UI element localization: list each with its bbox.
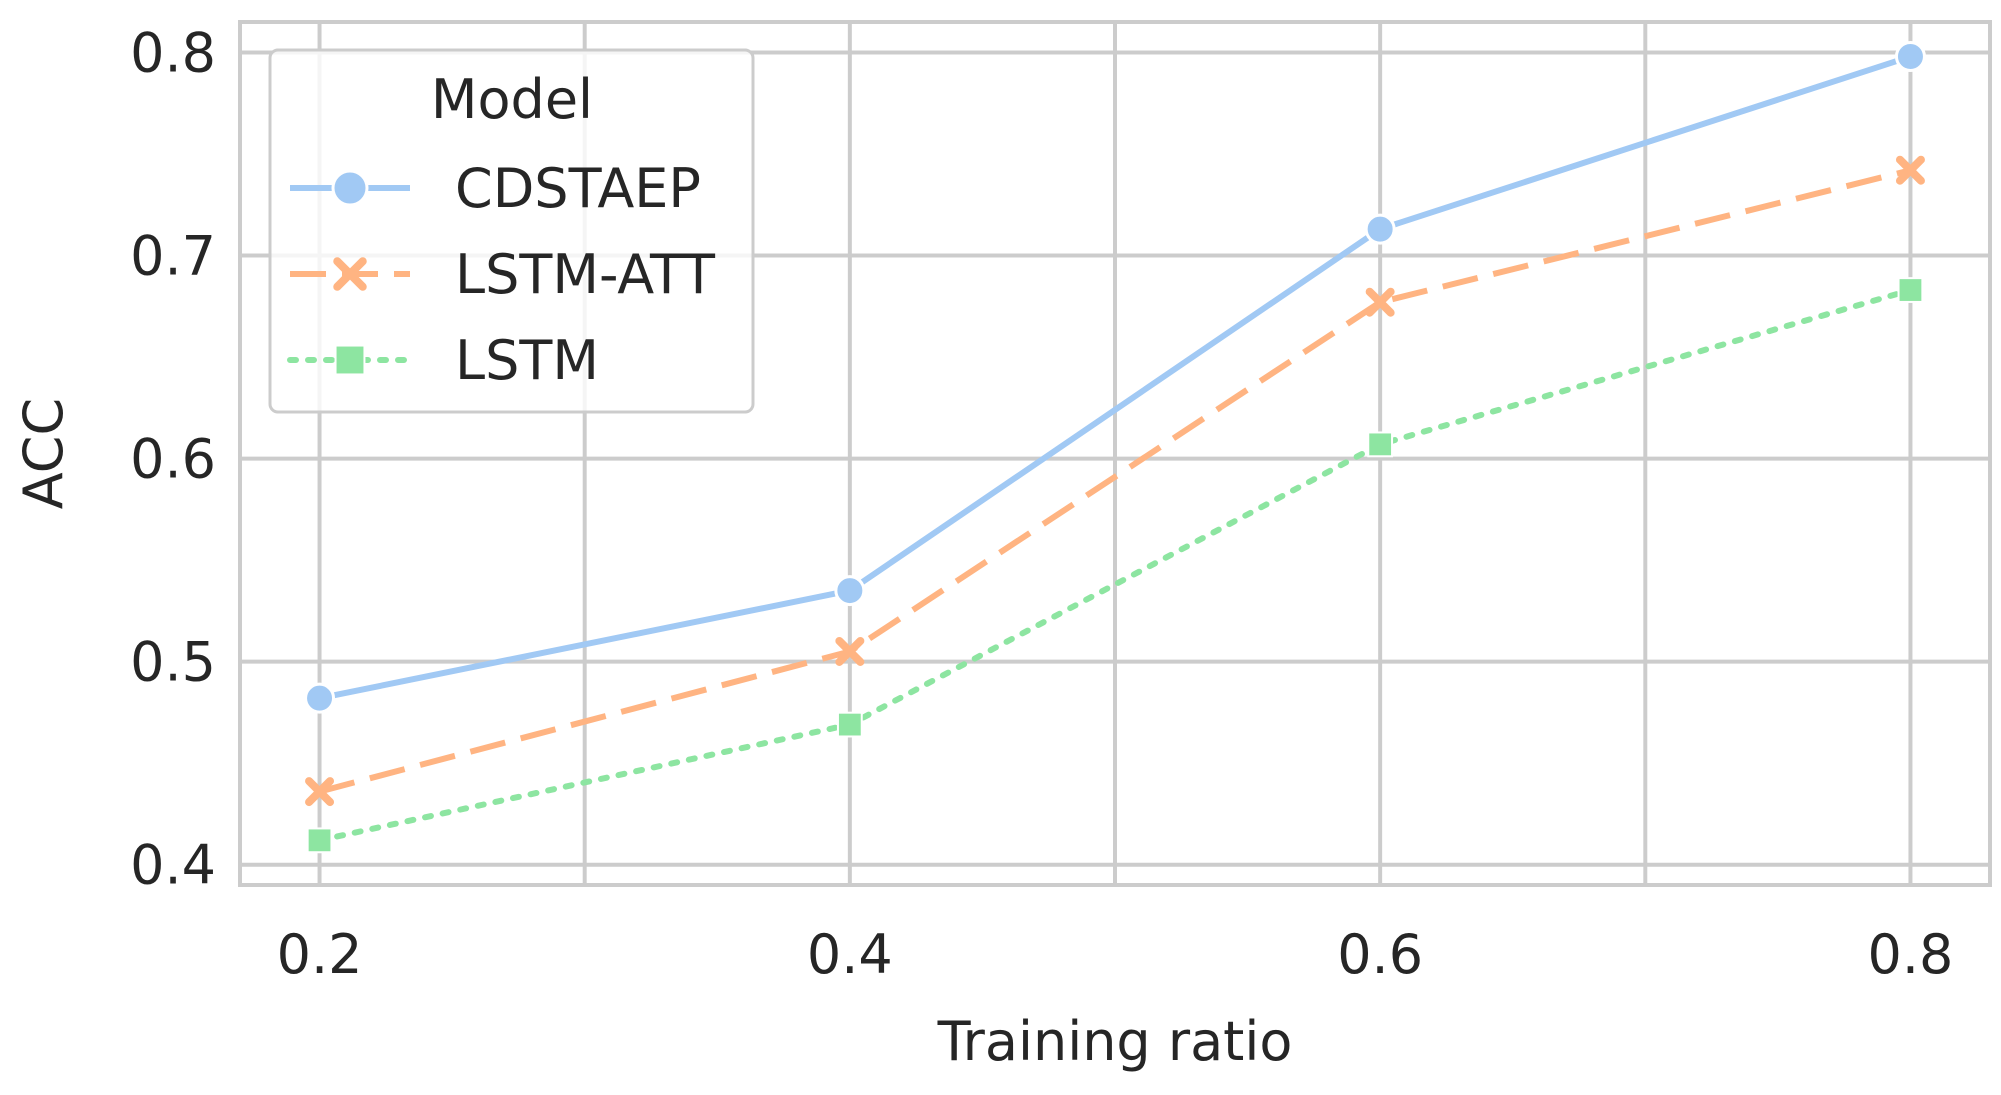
legend-box [268, 48, 755, 414]
data-point-lstm-att [1895, 155, 1925, 185]
legend-item-lstm-att: LSTM-ATT [290, 243, 716, 306]
legend-items: CDSTAEP LSTM-ATT LSTM [287, 157, 716, 392]
data-point-lstm [306, 827, 333, 854]
data-point-cdstaep [304, 682, 336, 714]
legend-title: Model [431, 68, 593, 131]
data-point-cdstaep [1894, 41, 1926, 73]
legend-marker-lstm-att [333, 257, 367, 291]
y-axis-ticks: 0.4 0.5 0.6 0.7 0.8 [130, 21, 216, 896]
x-tick-label: 0.2 [277, 923, 363, 986]
y-tick-label: 0.7 [130, 225, 216, 288]
y-tick-label: 0.8 [130, 21, 216, 84]
legend-marker-lstm [334, 344, 366, 376]
series-line-lstm-att [318, 167, 1912, 795]
y-tick-label: 0.4 [130, 834, 216, 897]
legend: Model CDSTAEP LSTM-ATT LSTM [268, 48, 755, 414]
legend-item-lstm: LSTM [287, 329, 599, 392]
series-group [304, 41, 1926, 854]
series-lstm [306, 277, 1924, 854]
data-point-lstm [836, 711, 863, 738]
series-lstm-att [305, 155, 1925, 807]
data-point-cdstaep [834, 575, 866, 607]
x-axis-label: Training ratio [937, 1010, 1293, 1073]
y-tick-label: 0.5 [130, 631, 216, 694]
plot-frame [238, 20, 1992, 887]
legend-item-cdstaep: CDSTAEP [290, 157, 701, 220]
series-line-cdstaep [318, 53, 1912, 702]
x-tick-label: 0.4 [807, 923, 893, 986]
data-point-cdstaep [1364, 213, 1396, 245]
y-axis-label: ACC [12, 398, 75, 509]
y-tick-label: 0.6 [130, 428, 216, 491]
data-point-lstm [1367, 431, 1394, 458]
legend-marker-cdstaep [331, 169, 369, 207]
legend-label-cdstaep: CDSTAEP [455, 157, 701, 220]
x-axis-ticks: 0.2 0.4 0.6 0.8 [277, 923, 1954, 986]
data-point-lstm-att [1365, 287, 1395, 317]
legend-label-lstm: LSTM [455, 329, 599, 392]
data-point-lstm-att [835, 636, 865, 666]
x-tick-label: 0.8 [1868, 923, 1954, 986]
legend-label-lstm-att: LSTM-ATT [455, 243, 716, 306]
series-cdstaep [304, 41, 1926, 714]
data-point-lstm-att [305, 777, 335, 807]
series-line-lstm [316, 287, 1914, 844]
data-point-lstm [1897, 277, 1924, 303]
x-tick-label: 0.6 [1337, 923, 1423, 986]
